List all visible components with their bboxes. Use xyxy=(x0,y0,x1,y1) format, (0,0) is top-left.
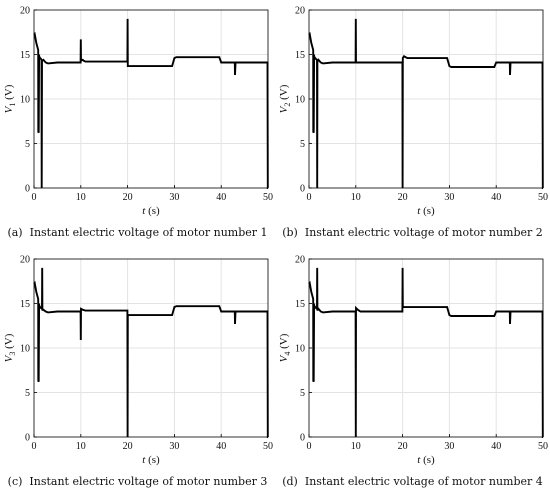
y-tick-label: 20 xyxy=(20,6,30,17)
chart-panel-d: 0 10 20 30 40 50 0 5 10 15 20 t (s) V4 (V) (d) Insta… xyxy=(275,249,550,497)
x-tick-label: 0 xyxy=(307,441,312,452)
x-tick-label: 40 xyxy=(216,441,226,452)
y-tick-label: 15 xyxy=(20,50,30,61)
panel-label-d: (d) xyxy=(282,475,298,488)
x-tick-label: 40 xyxy=(491,192,501,203)
y-axis-label: V2 (V) xyxy=(278,84,292,113)
chart-panel-a: 0 10 20 30 40 50 0 5 10 15 20 t (s) V1 (V) (a) Insta… xyxy=(0,0,275,248)
series-line xyxy=(33,18,269,189)
x-tick-label: 10 xyxy=(76,441,86,452)
series-line xyxy=(33,267,269,438)
y-tick-label: 0 xyxy=(25,433,30,444)
caption-a: (a) Instant electric voltage of motor nu… xyxy=(0,226,275,239)
x-tick-label: 30 xyxy=(169,441,179,452)
x-tick-label: 50 xyxy=(263,441,273,452)
x-tick-label: 30 xyxy=(169,192,179,203)
x-tick-label: 20 xyxy=(123,192,133,203)
plot-area-c: 0 10 20 30 40 50 0 5 10 15 20 t (s) V3 (V) xyxy=(3,255,273,467)
y-tick-label: 10 xyxy=(295,95,305,106)
caption-text-d: Instant electric voltage of motor number… xyxy=(304,475,543,488)
y-tick-label: 20 xyxy=(20,255,30,266)
x-tick-label: 0 xyxy=(307,192,312,203)
y-tick-label: 15 xyxy=(295,50,305,61)
x-axis-label: t (s) xyxy=(142,454,160,466)
y-tick-label: 5 xyxy=(300,388,305,399)
x-tick-label: 10 xyxy=(351,192,361,203)
y-tick-label: 20 xyxy=(295,255,305,266)
series-line xyxy=(308,18,544,189)
x-tick-label: 30 xyxy=(444,441,454,452)
plot-area-d: 0 10 20 30 40 50 0 5 10 15 20 t (s) V4 (V) xyxy=(278,255,548,467)
y-tick-label: 5 xyxy=(25,139,30,150)
x-tick-label: 50 xyxy=(263,192,273,203)
y-tick-label: 10 xyxy=(20,344,30,355)
y-tick-label: 15 xyxy=(20,299,30,310)
caption-text-b: Instant electric voltage of motor number… xyxy=(304,226,543,239)
caption-b: (b) Instant electric voltage of motor nu… xyxy=(275,226,550,239)
caption-d: (d) Instant electric voltage of motor nu… xyxy=(275,475,550,488)
chart-panel-c: 0 10 20 30 40 50 0 5 10 15 20 t (s) V3 (V) (c) Insta… xyxy=(0,249,275,497)
panel-label-a: (a) xyxy=(7,226,23,239)
y-tick-label: 10 xyxy=(20,95,30,106)
series-line xyxy=(308,267,544,438)
caption-text-c: Instant electric voltage of motor number… xyxy=(29,475,268,488)
plot-area-b: 0 10 20 30 40 50 0 5 10 15 20 t (s) V2 (V) xyxy=(278,6,548,218)
y-tick-label: 0 xyxy=(25,184,30,195)
y-tick-label: 10 xyxy=(295,344,305,355)
x-tick-label: 0 xyxy=(32,441,37,452)
y-axis-label: V1 (V) xyxy=(3,84,17,113)
chart-panel-b: 0 10 20 30 40 50 0 5 10 15 20 t (s) V2 (V) (b) Insta… xyxy=(275,0,550,248)
y-tick-label: 0 xyxy=(300,184,305,195)
x-tick-label: 10 xyxy=(351,441,361,452)
y-tick-label: 5 xyxy=(300,139,305,150)
panel-label-c: (c) xyxy=(7,475,23,488)
x-tick-label: 40 xyxy=(491,441,501,452)
caption-text-a: Instant electric voltage of motor number… xyxy=(29,226,268,239)
x-tick-label: 10 xyxy=(76,192,86,203)
y-tick-label: 15 xyxy=(295,299,305,310)
y-tick-label: 0 xyxy=(300,433,305,444)
x-axis-label: t (s) xyxy=(417,454,435,466)
caption-c: (c) Instant electric voltage of motor nu… xyxy=(0,475,275,488)
x-tick-label: 30 xyxy=(444,192,454,203)
x-tick-label: 20 xyxy=(123,441,133,452)
y-axis-label: V4 (V) xyxy=(278,333,292,362)
x-tick-label: 0 xyxy=(32,192,37,203)
x-tick-label: 20 xyxy=(398,192,408,203)
x-axis-label: t (s) xyxy=(417,205,435,217)
x-tick-label: 20 xyxy=(398,441,408,452)
y-axis-label: V3 (V) xyxy=(3,333,17,362)
plot-area-a: 0 10 20 30 40 50 0 5 10 15 20 t (s) V1 (V) xyxy=(3,6,273,218)
y-tick-label: 20 xyxy=(295,6,305,17)
x-tick-label: 40 xyxy=(216,192,226,203)
y-tick-label: 5 xyxy=(25,388,30,399)
x-tick-label: 50 xyxy=(538,192,548,203)
x-axis-label: t (s) xyxy=(142,205,160,217)
x-tick-label: 50 xyxy=(538,441,548,452)
panel-label-b: (b) xyxy=(282,226,298,239)
